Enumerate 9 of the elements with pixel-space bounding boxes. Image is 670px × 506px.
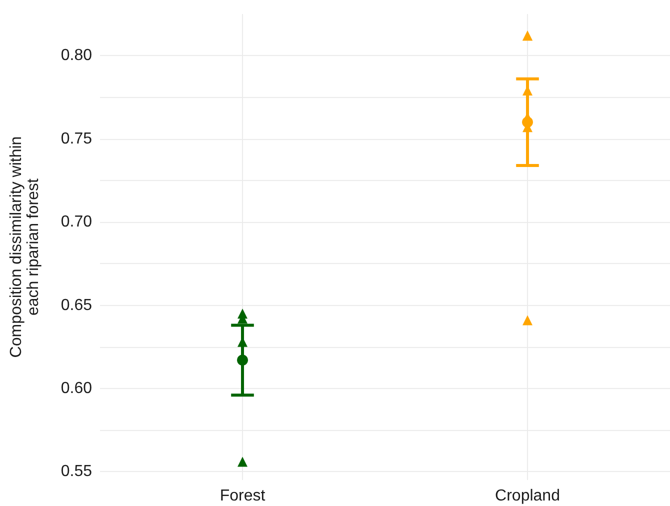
x-tick-label: Cropland	[495, 488, 560, 504]
y-tick-label: 0.65	[60, 296, 92, 314]
y-tick-label: 0.60	[60, 380, 92, 397]
x-tick-label: Forest	[220, 488, 266, 504]
y-tick-label: 0.55	[60, 463, 92, 480]
y-tick-label: 0.70	[60, 214, 92, 231]
y-tick-label: 0.75	[60, 130, 92, 148]
y-axis-title: Composition dissimilarity within each riparian forest	[8, 136, 42, 358]
y-tick-label: 0.80	[60, 47, 92, 64]
